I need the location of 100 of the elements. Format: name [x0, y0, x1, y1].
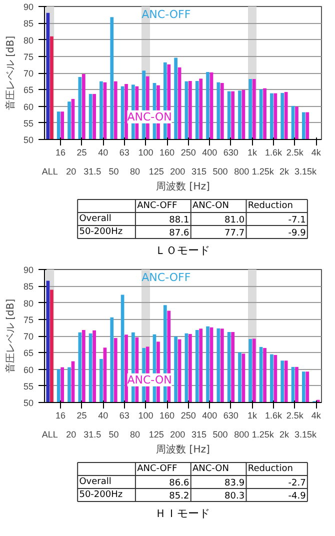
x-tick-label: 125 [148, 166, 164, 176]
y-axis-title: 音圧レベル [dB] [4, 298, 16, 374]
x-tick-label: 16 [55, 148, 66, 158]
x-tick-label: 500 [212, 166, 228, 176]
x-tick-label: 500 [212, 430, 228, 440]
text: ＬＯモード [155, 244, 210, 257]
x-tick-label: 2.5k [286, 410, 304, 420]
x-tick-label: 20 [66, 166, 76, 176]
y-tick-label: 60 [23, 364, 34, 375]
x-tick-label: 1.6k [265, 410, 283, 420]
y-tick-label: 70 [23, 68, 34, 78]
series-label: ANC-ON [127, 373, 172, 386]
x-axis-title: 周波数 [Hz] [156, 444, 210, 456]
text: 80.3 [224, 492, 245, 502]
text: 83.9 [224, 478, 245, 488]
x-tick-label: 3.15k [294, 166, 318, 176]
x-tick-label: 31.5 [84, 166, 102, 176]
text: 85.2 [169, 492, 190, 502]
x-tick-label: 400 [202, 148, 218, 158]
x-tick-label: 800 [234, 430, 250, 440]
x-tick-label: 200 [170, 166, 186, 176]
x-tick-label: 63 [119, 410, 130, 420]
y-tick-label: 65 [23, 348, 34, 358]
text: 50-200Hz [79, 227, 123, 237]
text: ＨＩモード [155, 507, 210, 520]
y-tick-label: 75 [23, 314, 34, 325]
x-tick-label: 250 [180, 410, 196, 420]
y-tick-label: 75 [23, 52, 34, 62]
x-tick-label: 315 [191, 430, 207, 440]
x-tick-label: 200 [170, 430, 186, 440]
y-tick-label: 85 [23, 18, 34, 29]
text: Overall [79, 214, 112, 224]
y-tick-label: 65 [23, 85, 34, 96]
text: 77.7 [224, 228, 245, 238]
x-tick-label: 50 [108, 430, 119, 440]
x-tick-label: 315 [191, 166, 207, 176]
series-label: ANC-OFF [142, 270, 191, 284]
text: -4.9 [288, 492, 306, 502]
text: ANC-OFF [142, 8, 191, 21]
x-tick-label: 50 [108, 166, 119, 176]
x-tick-label: 100 [138, 410, 154, 420]
text: -2.7 [288, 478, 306, 488]
x-tick-label: 160 [160, 410, 175, 420]
y-tick-label: 70 [23, 332, 34, 342]
x-tick-label: 1.25k [252, 430, 274, 440]
text: ANC-OFF [137, 201, 178, 211]
text: Reduction [248, 464, 293, 474]
x-tick-label: 1.25k [252, 166, 274, 176]
text: ANC-ON [192, 201, 230, 211]
x-tick-label: 25 [76, 410, 87, 420]
text: ANC-ON [192, 464, 230, 474]
y-tick-label: 80 [23, 298, 34, 308]
y-tick-label: 50 [23, 398, 34, 408]
text: Overall [79, 477, 112, 487]
x-tick-label: ALL [42, 166, 58, 176]
text: 50-200Hz [79, 490, 123, 500]
x-tick-label: 2k [279, 430, 290, 440]
y-tick-label: 60 [23, 102, 34, 112]
x-tick-label: 31.5 [84, 430, 102, 440]
y-tick-label: 55 [23, 381, 34, 392]
x-tick-label: 3.15k [294, 430, 318, 440]
x-tick-label: 1k [247, 148, 258, 158]
y-tick-label: 80 [23, 35, 34, 46]
y-tick-label: 90 [23, 2, 34, 12]
x-tick-label: 80 [130, 430, 140, 440]
text: 87.6 [169, 228, 190, 238]
series-label: ANC-ON [127, 110, 172, 124]
x-tick-label: 1k [247, 410, 258, 420]
y-axis-title: 音圧レベル [dB] [4, 36, 16, 110]
x-tick-label: 63 [119, 148, 130, 158]
text: 81.0 [224, 216, 245, 226]
text: ANC-OFF [137, 464, 178, 474]
x-tick-label: ALL [42, 430, 58, 440]
x-tick-label: 20 [66, 430, 76, 440]
x-tick-label: 2.5k [286, 148, 304, 158]
text: 88.1 [169, 216, 190, 226]
x-tick-label: 800 [234, 166, 250, 176]
x-tick-label: 2k [279, 166, 290, 176]
text: -9.9 [288, 228, 306, 238]
y-tick-label: 90 [23, 265, 34, 275]
y-tick-label: 85 [23, 282, 34, 292]
y-tick-label: 50 [23, 135, 34, 145]
x-tick-label: 40 [98, 410, 108, 420]
x-tick-label: 16 [55, 410, 66, 420]
x-tick-label: 25 [76, 148, 87, 158]
x-tick-label: 4k [311, 410, 322, 420]
x-tick-label: 250 [180, 148, 196, 158]
x-axis-title: 周波数 [Hz] [156, 180, 210, 192]
x-tick-label: 1.6k [265, 148, 283, 158]
x-tick-label: 4k [311, 148, 322, 158]
y-tick-label: 55 [23, 118, 34, 128]
x-tick-label: 100 [138, 148, 154, 158]
x-tick-label: 40 [98, 148, 108, 158]
x-tick-label: 80 [130, 166, 140, 176]
x-tick-label: 125 [148, 430, 164, 440]
text: -7.1 [288, 216, 306, 226]
x-tick-label: 160 [160, 148, 175, 158]
x-tick-label: 400 [202, 410, 218, 420]
x-tick-label: 630 [223, 148, 238, 158]
text: 86.6 [169, 478, 190, 488]
